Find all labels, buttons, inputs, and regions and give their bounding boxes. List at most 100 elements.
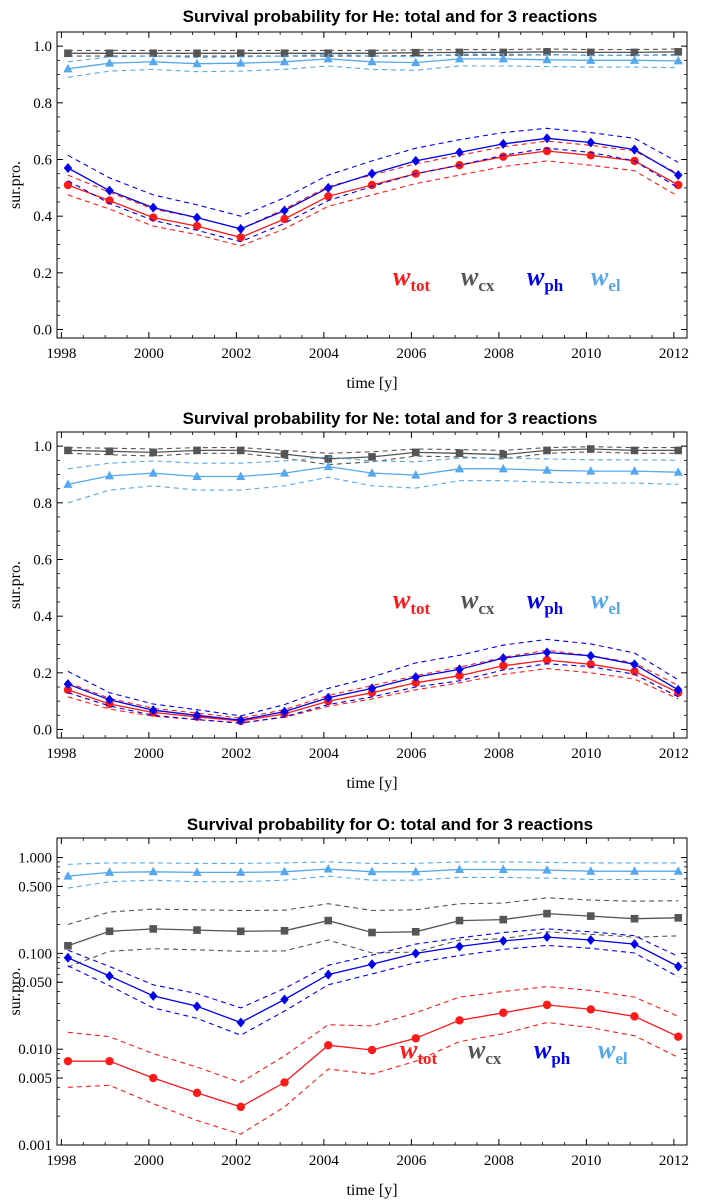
series-cx-point (324, 916, 333, 925)
y-tick-label: 0.001 (18, 1138, 52, 1154)
series-tot-point (630, 667, 639, 676)
x-axis-label: time [y] (346, 1182, 397, 1199)
series-ph-point (542, 932, 552, 943)
series-el-point (104, 867, 115, 876)
series-ph-point (63, 952, 73, 963)
series-cx-point (280, 927, 289, 935)
legend-entry-tot: wtot (400, 1035, 438, 1068)
series-el-point (323, 53, 333, 63)
series-ph-point (499, 653, 508, 664)
series-el-point (279, 56, 290, 66)
series-ph-point (455, 941, 464, 952)
series-cx-point (368, 49, 376, 58)
series-el-point (192, 867, 202, 876)
series-cx-point (324, 49, 333, 58)
series-el-point (586, 55, 596, 64)
series-el-point (367, 866, 377, 876)
series-tot-point (499, 661, 508, 670)
y-tick-label: 0.0 (33, 723, 52, 739)
series-tot-upper-band (67, 986, 679, 1084)
legend-entry-ph: wph (527, 262, 564, 295)
series-cx-point (674, 914, 683, 922)
x-tick-label: 2002 (221, 346, 251, 362)
series-tot-point (674, 180, 683, 190)
series-el-point (192, 471, 202, 480)
series-cx-point (193, 49, 201, 58)
series-el-point (629, 866, 640, 875)
series-ph-upper-band (67, 638, 679, 717)
series-el-upper-band (67, 861, 679, 865)
series-tot-point (674, 1032, 683, 1041)
series-tot-point (280, 1078, 289, 1087)
y-tick-label: 0.2 (33, 266, 52, 282)
series-el-point (104, 58, 115, 67)
x-tick-label: 2008 (484, 346, 514, 362)
plot-frame (56, 31, 688, 339)
series-cx-point (674, 446, 683, 455)
series-tot-point (63, 180, 73, 190)
x-tick-label: 2004 (309, 1153, 340, 1169)
series-el-point (542, 54, 552, 64)
series-cx-point (543, 48, 551, 56)
series-ph-point (499, 935, 508, 946)
series-ph-point (63, 163, 73, 173)
x-tick-label: 2012 (659, 1153, 689, 1169)
series-cx-point (411, 927, 420, 936)
series-el-point (323, 461, 333, 471)
series-ph-point (324, 182, 333, 193)
series-ph-point (630, 144, 639, 155)
series-el-point (498, 864, 508, 874)
x-tick-label: 1998 (46, 1153, 76, 1169)
x-tick-label: 2012 (659, 346, 689, 362)
plot-frame (56, 431, 688, 739)
y-tick-label: 0.8 (33, 496, 52, 512)
series-tot-point (324, 192, 333, 201)
series-layer (63, 861, 683, 1135)
series-ph-upper-band (67, 928, 679, 1009)
chart-title: Survival probability for Ne: total and f… (183, 409, 598, 428)
series-el-lower-band (67, 65, 679, 78)
series-cx-point (586, 912, 595, 920)
series-tot-point (63, 1056, 73, 1066)
series-ph-point (542, 133, 552, 144)
series-cx-point (368, 928, 376, 937)
series-cx-point (674, 48, 683, 56)
legend: wtot wcx wph wel (400, 1035, 628, 1068)
x-tick-label: 2004 (309, 746, 340, 762)
y-tick-label: 1.0 (33, 39, 52, 55)
series-ph-point (324, 692, 333, 703)
series-cx-point (193, 926, 201, 934)
series-ph-point (542, 647, 552, 658)
series-cx-point (499, 915, 508, 924)
series-ph-point (674, 961, 683, 972)
x-tick-label: 2006 (396, 346, 427, 362)
series-cx-point (105, 927, 114, 936)
series-cx-point (64, 446, 72, 455)
chart-panel-2: Survival probability for Ne: total and f… (7, 409, 689, 792)
series-el-point (148, 468, 158, 477)
series-el-point (411, 57, 421, 67)
series-tot-point (105, 1056, 114, 1066)
series-ph-point (367, 959, 377, 970)
y-tick-label: 0.4 (33, 209, 52, 225)
x-tick-label: 2010 (571, 346, 601, 362)
legend-entry-cx: wcx (468, 1035, 502, 1068)
legend-entry-cx: wcx (461, 585, 495, 618)
series-cx-point (630, 48, 639, 57)
series-layer (63, 445, 683, 726)
series-ph-point (236, 223, 245, 234)
y-tick-label: 0.2 (33, 666, 52, 682)
series-el-point (586, 466, 596, 475)
series-ph-point (586, 934, 595, 945)
y-axis-label: sur.pro. (7, 561, 24, 609)
legend-entry-el: wel (591, 262, 621, 295)
y-tick-label: 1.000 (18, 851, 52, 867)
chart-title: Survival probability for He: total and f… (183, 7, 598, 26)
series-cx-point (149, 49, 158, 58)
series-ph-point (192, 1001, 202, 1012)
series-ph-point (105, 971, 114, 982)
series-cx-point (280, 450, 289, 458)
series-el-point (454, 864, 465, 874)
series-cx-point (586, 445, 595, 453)
series-el-upper-band (67, 456, 679, 470)
